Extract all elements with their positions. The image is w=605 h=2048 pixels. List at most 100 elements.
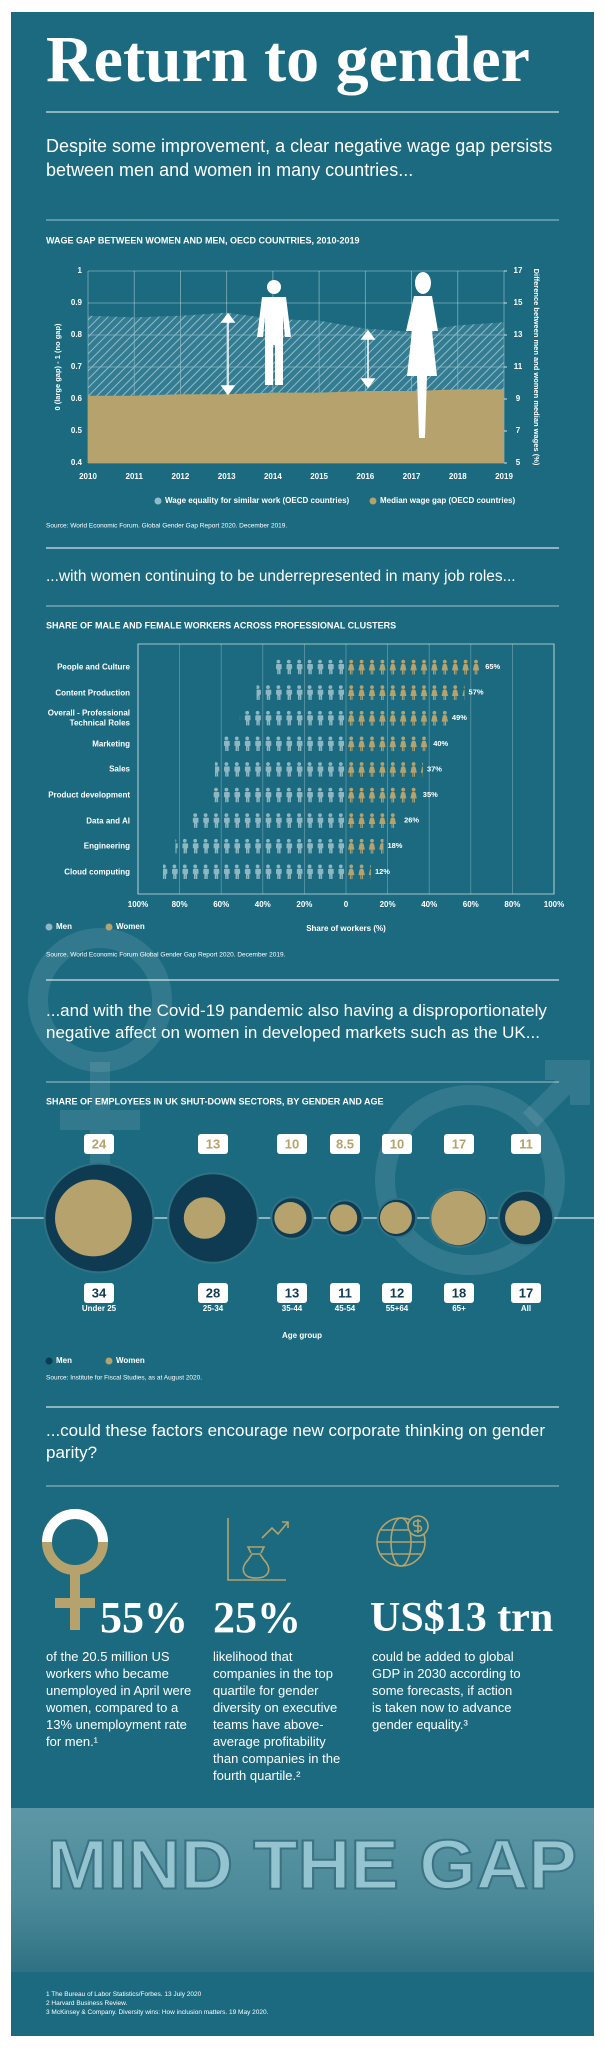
plot-frame: [137, 643, 555, 895]
x-tick-label: 2014: [264, 472, 282, 481]
x-tick-label: 2017: [403, 472, 421, 481]
legend-label: Women: [116, 922, 145, 931]
legend-label: Men: [56, 1356, 72, 1365]
silhouettes: [257, 272, 438, 438]
category-label: Sales: [109, 764, 130, 774]
y-tick-label: 0.4: [71, 458, 83, 467]
category-label: Data and AI: [86, 815, 130, 825]
section-heading: ...could these factors encourage new cor…: [46, 1421, 545, 1462]
legend-marker: [45, 1357, 53, 1365]
x-tick-label: 100%: [544, 900, 564, 909]
value-label: 11: [338, 1285, 352, 1300]
x-axis-label: Age group: [282, 1331, 322, 1340]
stat-value: 55%: [100, 1593, 188, 1642]
x-axis-label: Share of workers (%): [306, 924, 386, 933]
legend-label: Median wage gap (OECD countries): [380, 496, 515, 505]
value-label: 34: [92, 1285, 107, 1300]
value-label: 49%: [452, 713, 467, 722]
value-box: [382, 1134, 412, 1154]
source: Source: World Economic Forum. Global Gen…: [46, 523, 287, 530]
value-label: 18%: [387, 841, 402, 850]
value-label: 10: [390, 1136, 404, 1151]
chart-title: WAGE GAP BETWEEN WOMEN AND MEN, OECD COU…: [46, 235, 360, 245]
value-box: [198, 1283, 228, 1303]
value-label: 26%: [404, 816, 419, 825]
y-tick-label: 0.6: [71, 394, 83, 403]
x-tick-label: 2018: [449, 472, 467, 481]
area: [88, 389, 504, 463]
x-tick-label: 60%: [463, 900, 479, 909]
y-tick-label: 0.7: [71, 362, 83, 371]
legend-marker: [105, 923, 113, 931]
x-tick-label: 2012: [172, 472, 190, 481]
x-tick-label: 80%: [172, 900, 188, 909]
x-tick-label: 60%: [213, 900, 229, 909]
value-label: 12: [390, 1285, 404, 1300]
y-tick-label: 0.9: [71, 298, 83, 307]
y2-tick-label: 11: [514, 362, 523, 371]
value-label: 13: [285, 1285, 299, 1300]
footnote: 2 Harvard Business Review.: [46, 2000, 128, 2007]
value-box: [84, 1134, 114, 1154]
value-box: [511, 1283, 541, 1303]
y-tick-label: 0.5: [71, 426, 83, 435]
stat-text: of the 20.5 million US workers who becam…: [46, 1649, 192, 1749]
x-tick-label: 40%: [421, 900, 437, 909]
value-box: [330, 1134, 360, 1154]
value-label: 57%: [469, 688, 484, 697]
legend-label: Men: [56, 922, 72, 931]
legend-label: Wage equality for similar work (OECD cou…: [165, 496, 350, 505]
stat-value: US$13 trn: [370, 1595, 554, 1641]
x-tick-label: 20%: [296, 900, 312, 909]
x-tick-label: 100%: [128, 900, 148, 909]
x-tick-label: 2013: [218, 472, 236, 481]
source: Source: Institute for Fiscal Studies, as…: [46, 1375, 202, 1382]
bubble-women: [55, 1179, 132, 1257]
banner-text: MIND THE GAP: [47, 1825, 577, 1903]
footnote: 1 The Bureau of Labor Statistics/Forbes.…: [46, 1991, 202, 1998]
intro: Despite some improvement, a clear negati…: [46, 136, 553, 180]
stat-icons: [42, 1509, 429, 1630]
value-label: 17: [519, 1285, 533, 1300]
bubble-women: [505, 1200, 541, 1236]
value-label: 17: [452, 1136, 466, 1151]
page-title: Return to gender: [46, 23, 530, 96]
category-label: 55+64: [385, 1304, 409, 1313]
stat-text: likelihood that companies in the top qua…: [213, 1649, 341, 1783]
value-label: 11: [519, 1136, 533, 1151]
y2-tick-label: 5: [516, 458, 521, 467]
value-box: [444, 1134, 474, 1154]
x-tick-label: 2016: [356, 472, 374, 481]
banner: [11, 1808, 594, 1972]
x-tick-label: 2011: [126, 472, 144, 481]
x-tick-label: 2010: [79, 472, 97, 481]
category-label: Marketing: [92, 739, 130, 749]
y2-tick-label: 13: [514, 330, 523, 339]
y2-tick-label: 17: [514, 266, 523, 275]
category-label: All: [520, 1304, 532, 1313]
bubble-women: [431, 1190, 486, 1246]
value-label: 35%: [423, 790, 438, 799]
value-box: [511, 1134, 541, 1154]
y-tick-label: 0.8: [71, 330, 83, 339]
value-box: [84, 1283, 114, 1303]
category-label: Cloud computing: [64, 867, 130, 877]
category-label: Under 25: [81, 1304, 117, 1313]
value-label: 13: [206, 1136, 220, 1151]
y2-tick-label: 15: [514, 298, 523, 307]
legend-marker: [154, 497, 162, 505]
dividers: [46, 111, 559, 1487]
y-axis-label: 0 (large gap) - 1 (no gap): [53, 323, 62, 411]
category-label: 35-44: [281, 1304, 303, 1313]
stat-value: 25%: [213, 1593, 301, 1642]
value-label: 65%: [485, 662, 500, 671]
bubble-women: [379, 1202, 412, 1234]
x-tick-label: 2019: [495, 472, 513, 481]
chart-layer: [87, 270, 505, 464]
category-label: Engineering: [83, 841, 130, 851]
section-heading: ...and with the Covid-19 pandemic also h…: [46, 1001, 547, 1042]
value-box: [277, 1283, 307, 1303]
bubble-women: [330, 1204, 358, 1232]
